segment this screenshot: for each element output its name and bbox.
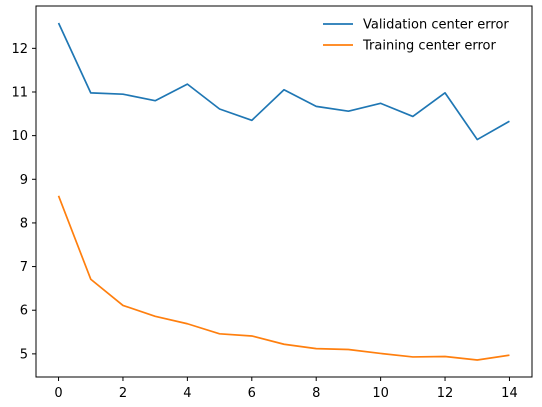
plot-frame [35, 5, 533, 378]
x-tick-label: 2 [119, 386, 127, 401]
y-tick-label: 5 [20, 347, 28, 362]
x-tick-label: 0 [54, 386, 62, 401]
legend-label-0: Validation center error [363, 18, 509, 33]
plot-area [36, 6, 532, 377]
series-layer [57, 22, 510, 361]
legend-label-1: Training center error [362, 39, 497, 54]
x-tick-label: 14 [501, 386, 518, 401]
tick-layer: 0 2 4 6 8 10 12 14 5 6 7 8 9 10 11 12 [11, 42, 517, 401]
legend: Validation center error Training center e… [323, 18, 509, 54]
x-tick-label: 8 [312, 386, 320, 401]
y-tick-label: 6 [20, 304, 28, 319]
y-tick-label: 8 [20, 216, 28, 231]
y-tick-label: 10 [11, 129, 28, 144]
y-tick-label: 7 [20, 260, 28, 275]
series-line-0 [57, 22, 510, 141]
x-tick-label: 10 [372, 386, 389, 401]
series-line-1 [57, 195, 510, 361]
y-tick-label: 12 [11, 42, 28, 57]
y-tick-label: 11 [11, 85, 28, 100]
x-tick-label: 12 [437, 386, 454, 401]
x-tick-label: 4 [183, 386, 191, 401]
x-tick-label: 6 [248, 386, 256, 401]
y-tick-label: 9 [20, 173, 28, 188]
